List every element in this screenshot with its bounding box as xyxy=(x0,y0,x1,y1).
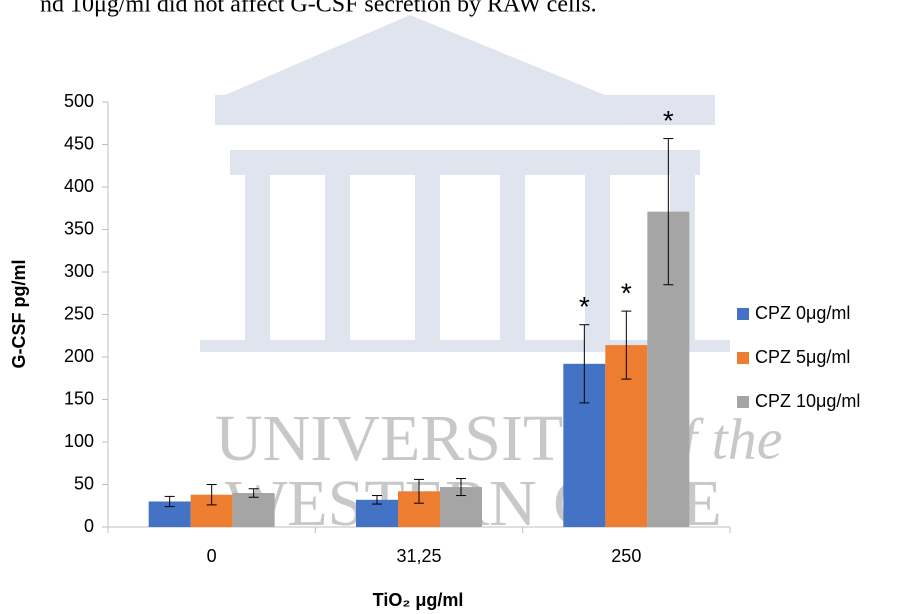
error-bar xyxy=(164,495,175,508)
legend-swatch xyxy=(737,308,749,320)
y-tick-label: 50 xyxy=(74,473,94,493)
error-bar xyxy=(456,478,466,497)
error-bar xyxy=(248,488,259,498)
legend-swatch xyxy=(737,396,749,408)
legend-label: CPZ 0μg/ml xyxy=(755,303,850,323)
y-tick-label: 200 xyxy=(64,346,94,366)
error-bar xyxy=(579,324,590,404)
y-tick-label: 400 xyxy=(64,176,94,196)
y-tick-label: 150 xyxy=(64,388,94,408)
column xyxy=(585,175,610,345)
column xyxy=(415,175,440,345)
x-tick-label: 250 xyxy=(611,546,641,566)
y-tick-label: 350 xyxy=(64,218,94,238)
y-tick-label: 450 xyxy=(64,133,94,153)
column xyxy=(500,175,525,345)
legend-label: CPZ 5μg/ml xyxy=(755,347,850,367)
y-axis-title: G-CSF pg/ml xyxy=(9,260,29,369)
bar xyxy=(232,493,275,527)
error-bar xyxy=(663,138,674,286)
x-tick-label: 0 xyxy=(207,546,217,566)
column xyxy=(245,175,270,345)
x-axis-title: TiO₂ μg/ml xyxy=(373,590,464,610)
y-tick-label: 0 xyxy=(84,516,94,536)
base xyxy=(200,340,730,352)
pediment xyxy=(225,15,605,95)
y-tick-label: 100 xyxy=(64,431,94,451)
entablature xyxy=(215,95,715,125)
column xyxy=(325,175,350,345)
header-text: nd 10μg/ml did not affect G-CSF secretio… xyxy=(40,0,597,18)
watermark-text: UNIVERSITY xyxy=(215,402,611,475)
significance-marker: * xyxy=(621,277,632,308)
frieze xyxy=(230,150,700,175)
error-bar xyxy=(372,495,382,505)
y-tick-label: 300 xyxy=(64,261,94,281)
error-bar xyxy=(206,484,217,506)
legend-label: CPZ 10μg/ml xyxy=(755,391,860,411)
significance-marker: * xyxy=(579,291,590,322)
error-bar xyxy=(414,478,424,504)
error-bar xyxy=(621,310,632,380)
y-tick-label: 500 xyxy=(64,91,94,111)
x-tick-label: 31,25 xyxy=(396,546,441,566)
y-tick-label: 250 xyxy=(64,303,94,323)
significance-marker: * xyxy=(663,105,674,136)
legend-swatch xyxy=(737,352,749,364)
